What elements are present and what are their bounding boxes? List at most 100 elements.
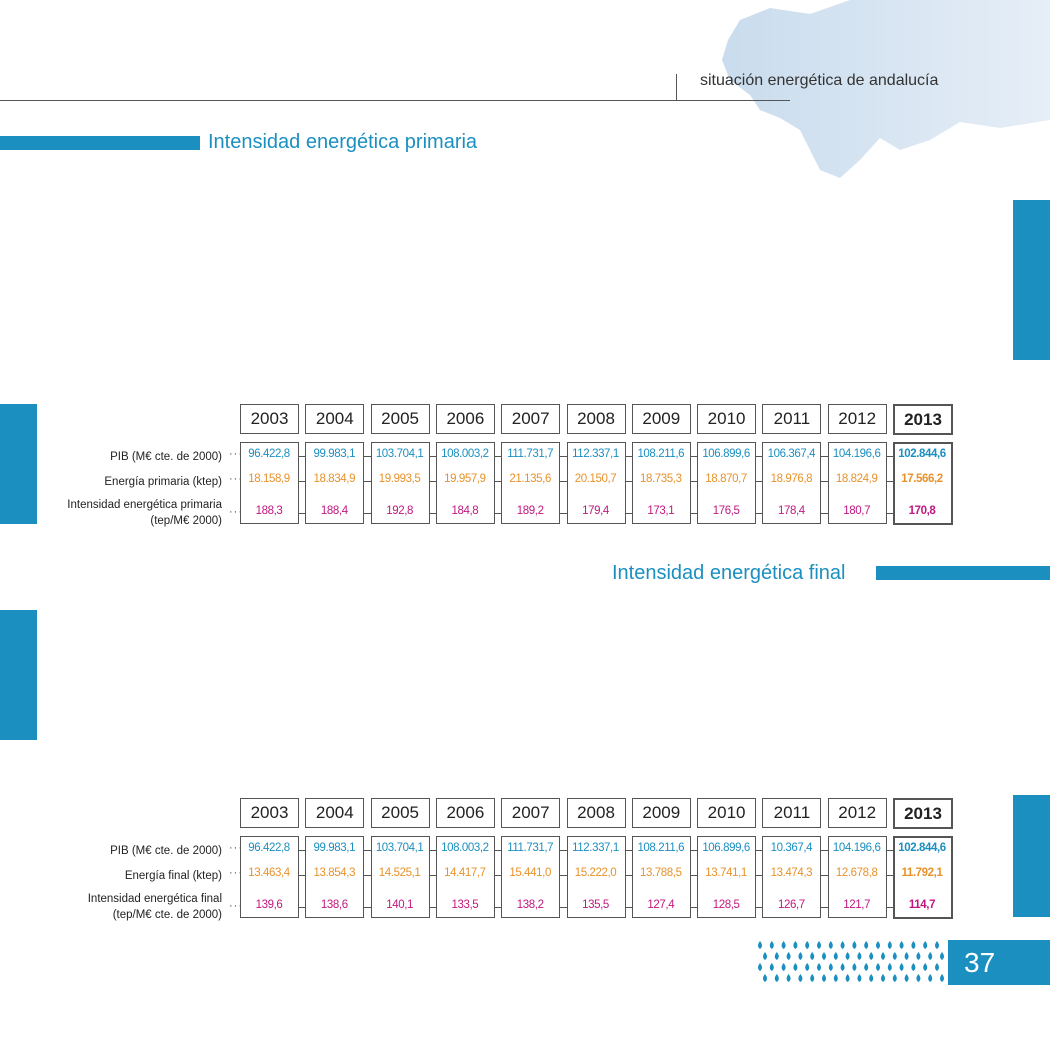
primary-connector [428, 513, 437, 514]
final-leader-dots-2: ··· [229, 867, 243, 879]
final-column-box [370, 836, 430, 918]
final-pib-value: 108.003,2 [441, 842, 489, 854]
primary-energy-value: 17.566,2 [901, 473, 943, 485]
final-column-box [305, 836, 365, 918]
page-number: 37 [948, 940, 1050, 985]
drop-dot [881, 952, 885, 960]
side-tab-left-2 [0, 610, 37, 740]
primary-year-2009: 2009 [631, 404, 691, 434]
drop-dot [781, 941, 786, 949]
primary-intensity-value: 176,5 [712, 505, 740, 517]
final-year-2006: 2006 [435, 798, 495, 828]
primary-intensity-value: 184,8 [451, 505, 479, 517]
primary-column-box [762, 442, 822, 524]
drop-dot [840, 963, 845, 971]
primary-intensity-label: Intensidad energética primaria (tep/M€ 2… [67, 497, 222, 529]
final-energy-value: 15.441,0 [509, 867, 551, 879]
primary-connector [493, 456, 502, 457]
final-intensity-value: 138,2 [516, 899, 544, 911]
primary-connector [885, 456, 894, 457]
primary-connector [624, 513, 633, 514]
final-year-2008: 2008 [566, 798, 626, 828]
final-year-2010: 2010 [697, 798, 757, 828]
primary-column-box [697, 442, 757, 524]
primary-energy-value: 19.957,9 [444, 473, 486, 485]
drop-dot [774, 952, 779, 960]
final-connector [559, 875, 568, 876]
final-year-2009: 2009 [631, 798, 691, 828]
primary-year-2010: 2010 [697, 404, 757, 434]
drop-dot [899, 941, 904, 949]
drop-dot [876, 963, 880, 971]
primary-intensity-value: 178,4 [778, 505, 805, 517]
primary-pib-value: 103.704,1 [375, 448, 424, 460]
side-tab-right-1 [1013, 200, 1050, 360]
final-energy-value: 14.525,1 [378, 867, 421, 879]
drop-dot [916, 974, 921, 982]
primary-leader-dots-3: ··· [229, 506, 243, 518]
primary-connector [689, 513, 698, 514]
drop-dot [810, 952, 815, 960]
final-column-box [827, 836, 887, 918]
final-intensity-value: 135,5 [582, 899, 609, 911]
drop-dot [845, 952, 850, 960]
drop-dot [786, 952, 791, 960]
drop-dot [864, 941, 869, 949]
decorative-dot-pattern [758, 941, 944, 982]
drop-dot [774, 974, 779, 982]
primary-column-box [827, 442, 887, 524]
primary-pib-value: 106.367,4 [767, 448, 816, 460]
final-year-2005: 2005 [370, 798, 430, 828]
drop-dot [769, 941, 774, 949]
final-energy-value: 13.474,3 [770, 867, 813, 879]
final-energy-value: 13.788,5 [640, 867, 682, 879]
primary-energy-value: 18.976,8 [770, 473, 813, 485]
final-intensity-value: 128,5 [712, 899, 740, 911]
final-connector [885, 907, 894, 908]
final-connector [624, 907, 633, 908]
drop-dot [911, 941, 916, 949]
drop-dot [833, 974, 838, 982]
final-pib-label: PIB (M€ cte. de 2000) [110, 845, 222, 857]
final-column-box [566, 836, 626, 918]
final-column-box [631, 836, 691, 918]
primary-year-2004: 2004 [305, 404, 365, 434]
header-divider [676, 74, 677, 100]
final-connector [363, 907, 372, 908]
primary-connector [428, 481, 437, 482]
primary-energy-value: 18.824,9 [835, 473, 878, 485]
final-year-2011: 2011 [762, 798, 822, 828]
drop-dot [852, 963, 857, 971]
final-years-row: 2003 2004 2005 2006 2007 2008 2009 2010 2011 2012… [240, 798, 953, 829]
final-energy-value: 14.417,7 [444, 867, 486, 879]
final-energy-value: 13.741,1 [705, 867, 747, 879]
final-leader-dots-1: ··· [229, 842, 243, 854]
final-connector [820, 875, 829, 876]
drop-dot [911, 963, 916, 971]
drop-dot [887, 963, 892, 971]
header-title: situación energética de andalucía [700, 72, 939, 89]
drop-dot [892, 974, 897, 982]
primary-connector [298, 481, 306, 482]
primary-connector [820, 456, 829, 457]
drop-dot [857, 974, 862, 982]
drop-dot [769, 963, 774, 971]
drop-dot [817, 941, 821, 949]
primary-year-2006: 2006 [435, 404, 495, 434]
drop-dot [828, 963, 833, 971]
side-tab-left-1 [0, 404, 37, 524]
final-energy-value: 13.463,4 [248, 867, 290, 879]
final-pib-value: 104.196,6 [832, 842, 881, 854]
final-intensity-value: 127,4 [647, 899, 675, 911]
drop-dot [892, 952, 897, 960]
primary-year-2007: 2007 [501, 404, 561, 434]
primary-energy-value: 18.735,3 [640, 473, 682, 485]
final-pib-value: 96.422,8 [248, 842, 290, 854]
primary-connector [689, 481, 698, 482]
drop-dot [805, 963, 810, 971]
primary-pib-value: 104.196,6 [832, 448, 881, 460]
side-tab-right-2 [1013, 795, 1050, 917]
final-connector [298, 850, 306, 851]
drop-dot [758, 963, 762, 971]
final-energy-value: 13.854,3 [313, 867, 356, 879]
